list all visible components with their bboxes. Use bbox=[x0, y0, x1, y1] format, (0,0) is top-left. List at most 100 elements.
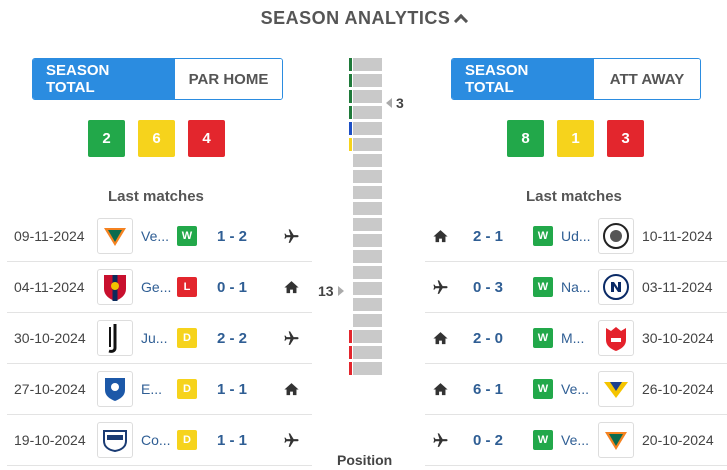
team-name-link[interactable]: E... bbox=[141, 381, 163, 397]
match-row[interactable]: 30-10-2024 M... W 2 - 0 bbox=[425, 313, 727, 364]
left-stats: 2 6 4 bbox=[88, 120, 225, 157]
match-score[interactable]: 2 - 0 bbox=[473, 329, 504, 347]
team-name-link[interactable]: Ge... bbox=[141, 279, 172, 295]
home-house-icon bbox=[282, 380, 300, 398]
match-row[interactable]: 30-10-2024 Ju... D 2 - 2 bbox=[7, 313, 312, 364]
match-row[interactable]: 10-11-2024 Ud... W 2 - 1 bbox=[425, 211, 727, 262]
match-score[interactable]: 0 - 3 bbox=[473, 278, 504, 296]
left-draws-badge: 6 bbox=[138, 120, 175, 157]
venezia-logo[interactable] bbox=[598, 422, 634, 458]
away-plane-icon bbox=[282, 227, 300, 245]
position-cell bbox=[349, 138, 382, 151]
match-date: 19-10-2024 bbox=[14, 432, 86, 448]
match-score[interactable]: 1 - 1 bbox=[217, 380, 248, 398]
team-name-link[interactable]: Co... bbox=[141, 432, 171, 448]
empoli-logo[interactable] bbox=[97, 371, 133, 407]
result-badge: W bbox=[533, 328, 553, 348]
right-tab-toggle: SEASON TOTAL ATT AWAY bbox=[451, 58, 701, 100]
left-losses-badge: 4 bbox=[188, 120, 225, 157]
match-row[interactable]: 04-11-2024 Ge... L 0 - 1 bbox=[7, 262, 312, 313]
match-date: 04-11-2024 bbox=[14, 279, 85, 295]
match-score[interactable]: 2 - 2 bbox=[217, 329, 248, 347]
right-tab-season-total[interactable]: SEASON TOTAL bbox=[452, 59, 594, 99]
juventus-logo[interactable] bbox=[97, 320, 133, 356]
left-tab-season-total[interactable]: SEASON TOTAL bbox=[33, 59, 175, 99]
match-row[interactable]: 03-11-2024 Na... W 0 - 3 bbox=[425, 262, 727, 313]
match-date: 20-10-2024 bbox=[642, 432, 714, 448]
match-row[interactable]: 19-10-2024 Co... D 1 - 1 bbox=[7, 415, 312, 466]
home-house-icon bbox=[431, 329, 449, 347]
home-house-icon bbox=[431, 380, 449, 398]
match-score[interactable]: 1 - 2 bbox=[217, 227, 248, 245]
napoli-logo[interactable] bbox=[598, 269, 634, 305]
position-cell bbox=[353, 282, 382, 295]
verona-logo[interactable] bbox=[598, 371, 634, 407]
left-team-position-value: 13 bbox=[318, 283, 334, 299]
left-last-matches-title: Last matches bbox=[108, 188, 204, 205]
venezia-logo[interactable] bbox=[97, 218, 133, 254]
away-plane-icon bbox=[431, 431, 449, 449]
zone-marker bbox=[349, 106, 352, 119]
right-losses-badge: 3 bbox=[607, 120, 644, 157]
team-name-link[interactable]: M... bbox=[561, 330, 585, 346]
zone-marker bbox=[349, 362, 352, 375]
result-badge: W bbox=[177, 226, 197, 246]
home-house-icon bbox=[431, 227, 449, 245]
section-title[interactable]: SEASON ANALYTICS bbox=[0, 8, 727, 29]
team-name-link[interactable]: Ve... bbox=[141, 228, 170, 244]
team-name-link[interactable]: Ju... bbox=[141, 330, 168, 346]
match-row[interactable]: 20-10-2024 Ve... W 0 - 2 bbox=[425, 415, 727, 466]
team-name-link[interactable]: Na... bbox=[561, 279, 591, 295]
position-cell bbox=[353, 154, 382, 167]
position-cell bbox=[353, 234, 382, 247]
away-plane-icon bbox=[282, 329, 300, 347]
team-name-link[interactable]: Ve... bbox=[561, 381, 590, 397]
match-row[interactable]: 26-10-2024 Ve... W 6 - 1 bbox=[425, 364, 727, 415]
section-title-text: SEASON ANALYTICS bbox=[260, 8, 451, 28]
result-badge: L bbox=[177, 277, 197, 297]
match-date: 10-11-2024 bbox=[642, 228, 713, 244]
result-badge: W bbox=[533, 226, 553, 246]
udinese-logo[interactable] bbox=[598, 218, 634, 254]
right-team-position-value: 3 bbox=[396, 95, 404, 111]
right-wins-badge: 8 bbox=[507, 120, 544, 157]
match-date: 30-10-2024 bbox=[14, 330, 86, 346]
match-score[interactable]: 2 - 1 bbox=[473, 227, 504, 245]
como-logo[interactable] bbox=[97, 422, 133, 458]
match-row[interactable]: 27-10-2024 E... D 1 - 1 bbox=[7, 364, 312, 415]
position-cell bbox=[353, 266, 382, 279]
monza-logo[interactable] bbox=[598, 320, 634, 356]
team-name-link[interactable]: Ud... bbox=[561, 228, 591, 244]
position-cell bbox=[353, 186, 382, 199]
match-score[interactable]: 1 - 1 bbox=[217, 431, 248, 449]
match-date: 09-11-2024 bbox=[14, 228, 85, 244]
match-score[interactable]: 6 - 1 bbox=[473, 380, 504, 398]
position-cell bbox=[349, 58, 382, 71]
result-badge: D bbox=[177, 379, 197, 399]
result-badge: W bbox=[533, 379, 553, 399]
zone-marker bbox=[349, 138, 352, 151]
right-last-matches-title: Last matches bbox=[526, 188, 622, 205]
position-cell bbox=[349, 106, 382, 119]
right-tab-att-away[interactable]: ATT AWAY bbox=[594, 59, 700, 99]
position-cell bbox=[353, 218, 382, 231]
position-cell bbox=[353, 170, 382, 183]
match-score[interactable]: 0 - 1 bbox=[217, 278, 248, 296]
zone-marker bbox=[349, 90, 352, 103]
position-cell bbox=[353, 314, 382, 327]
left-tab-par-home[interactable]: PAR HOME bbox=[175, 59, 282, 99]
team-name-link[interactable]: Ve... bbox=[561, 432, 590, 448]
match-date: 26-10-2024 bbox=[642, 381, 714, 397]
position-ladder bbox=[349, 58, 383, 378]
position-cell bbox=[353, 202, 382, 215]
match-date: 27-10-2024 bbox=[14, 381, 86, 397]
result-badge: W bbox=[533, 430, 553, 450]
away-plane-icon bbox=[282, 431, 300, 449]
chevron-up-icon[interactable] bbox=[454, 13, 469, 29]
position-cell bbox=[349, 74, 382, 87]
match-date: 03-11-2024 bbox=[642, 279, 713, 295]
genoa-logo[interactable] bbox=[97, 269, 133, 305]
match-score[interactable]: 0 - 2 bbox=[473, 431, 504, 449]
match-row[interactable]: 09-11-2024 Ve... W 1 - 2 bbox=[7, 211, 312, 262]
zone-marker bbox=[349, 330, 352, 343]
